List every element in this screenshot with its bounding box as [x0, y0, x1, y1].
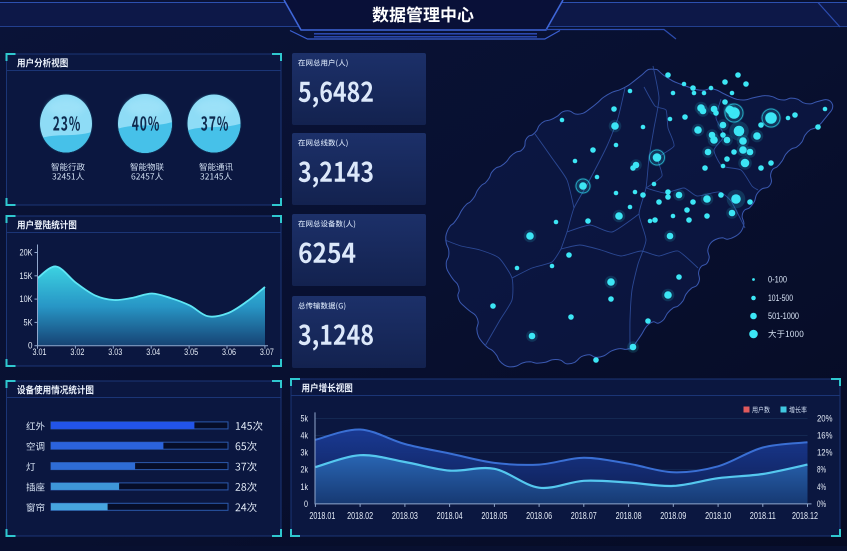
svg-text:0-100: 0-100	[768, 274, 787, 284]
svg-text:2018.06: 2018.06	[526, 511, 552, 522]
svg-text:5K: 5K	[24, 317, 34, 328]
svg-text:2018.12: 2018.12	[792, 511, 818, 522]
svg-text:0: 0	[304, 499, 308, 509]
svg-text:2018.02: 2018.02	[347, 511, 373, 522]
svg-text:10K: 10K	[20, 294, 34, 305]
svg-text:2018.08: 2018.08	[616, 511, 642, 522]
svg-text:20K: 20K	[20, 248, 34, 259]
svg-text:3.05: 3.05	[184, 347, 198, 358]
svg-text:3.07: 3.07	[260, 347, 274, 358]
svg-text:2018.04: 2018.04	[437, 511, 463, 522]
svg-text:3.06: 3.06	[222, 347, 236, 358]
svg-text:3.03: 3.03	[108, 347, 122, 358]
svg-text:2018.05: 2018.05	[481, 511, 507, 522]
svg-text:16%: 16%	[817, 431, 833, 441]
svg-text:12%: 12%	[817, 448, 833, 458]
svg-text:2018.11: 2018.11	[750, 511, 776, 522]
svg-text:2018.10: 2018.10	[705, 511, 731, 522]
svg-text:101-500: 101-500	[768, 293, 793, 303]
svg-text:0: 0	[28, 341, 33, 352]
svg-text:3.01: 3.01	[33, 347, 47, 358]
svg-text:501-1000: 501-1000	[768, 311, 799, 321]
svg-text:15K: 15K	[20, 271, 34, 282]
svg-text:2k: 2k	[301, 465, 309, 475]
svg-text:0%: 0%	[817, 499, 826, 509]
svg-text:2018.01: 2018.01	[309, 511, 335, 522]
svg-text:8%: 8%	[817, 465, 826, 475]
svg-text:3k: 3k	[301, 448, 309, 458]
svg-text:1k: 1k	[301, 482, 309, 492]
svg-text:5k: 5k	[301, 413, 309, 423]
svg-text:2018.07: 2018.07	[571, 511, 597, 522]
svg-text:4%: 4%	[817, 482, 826, 492]
svg-text:20%: 20%	[817, 413, 833, 423]
svg-text:3.04: 3.04	[146, 347, 160, 358]
svg-text:2018.09: 2018.09	[660, 511, 686, 522]
svg-text:2018.03: 2018.03	[392, 511, 418, 522]
svg-text:4k: 4k	[301, 431, 309, 441]
svg-text:3.02: 3.02	[70, 347, 84, 358]
